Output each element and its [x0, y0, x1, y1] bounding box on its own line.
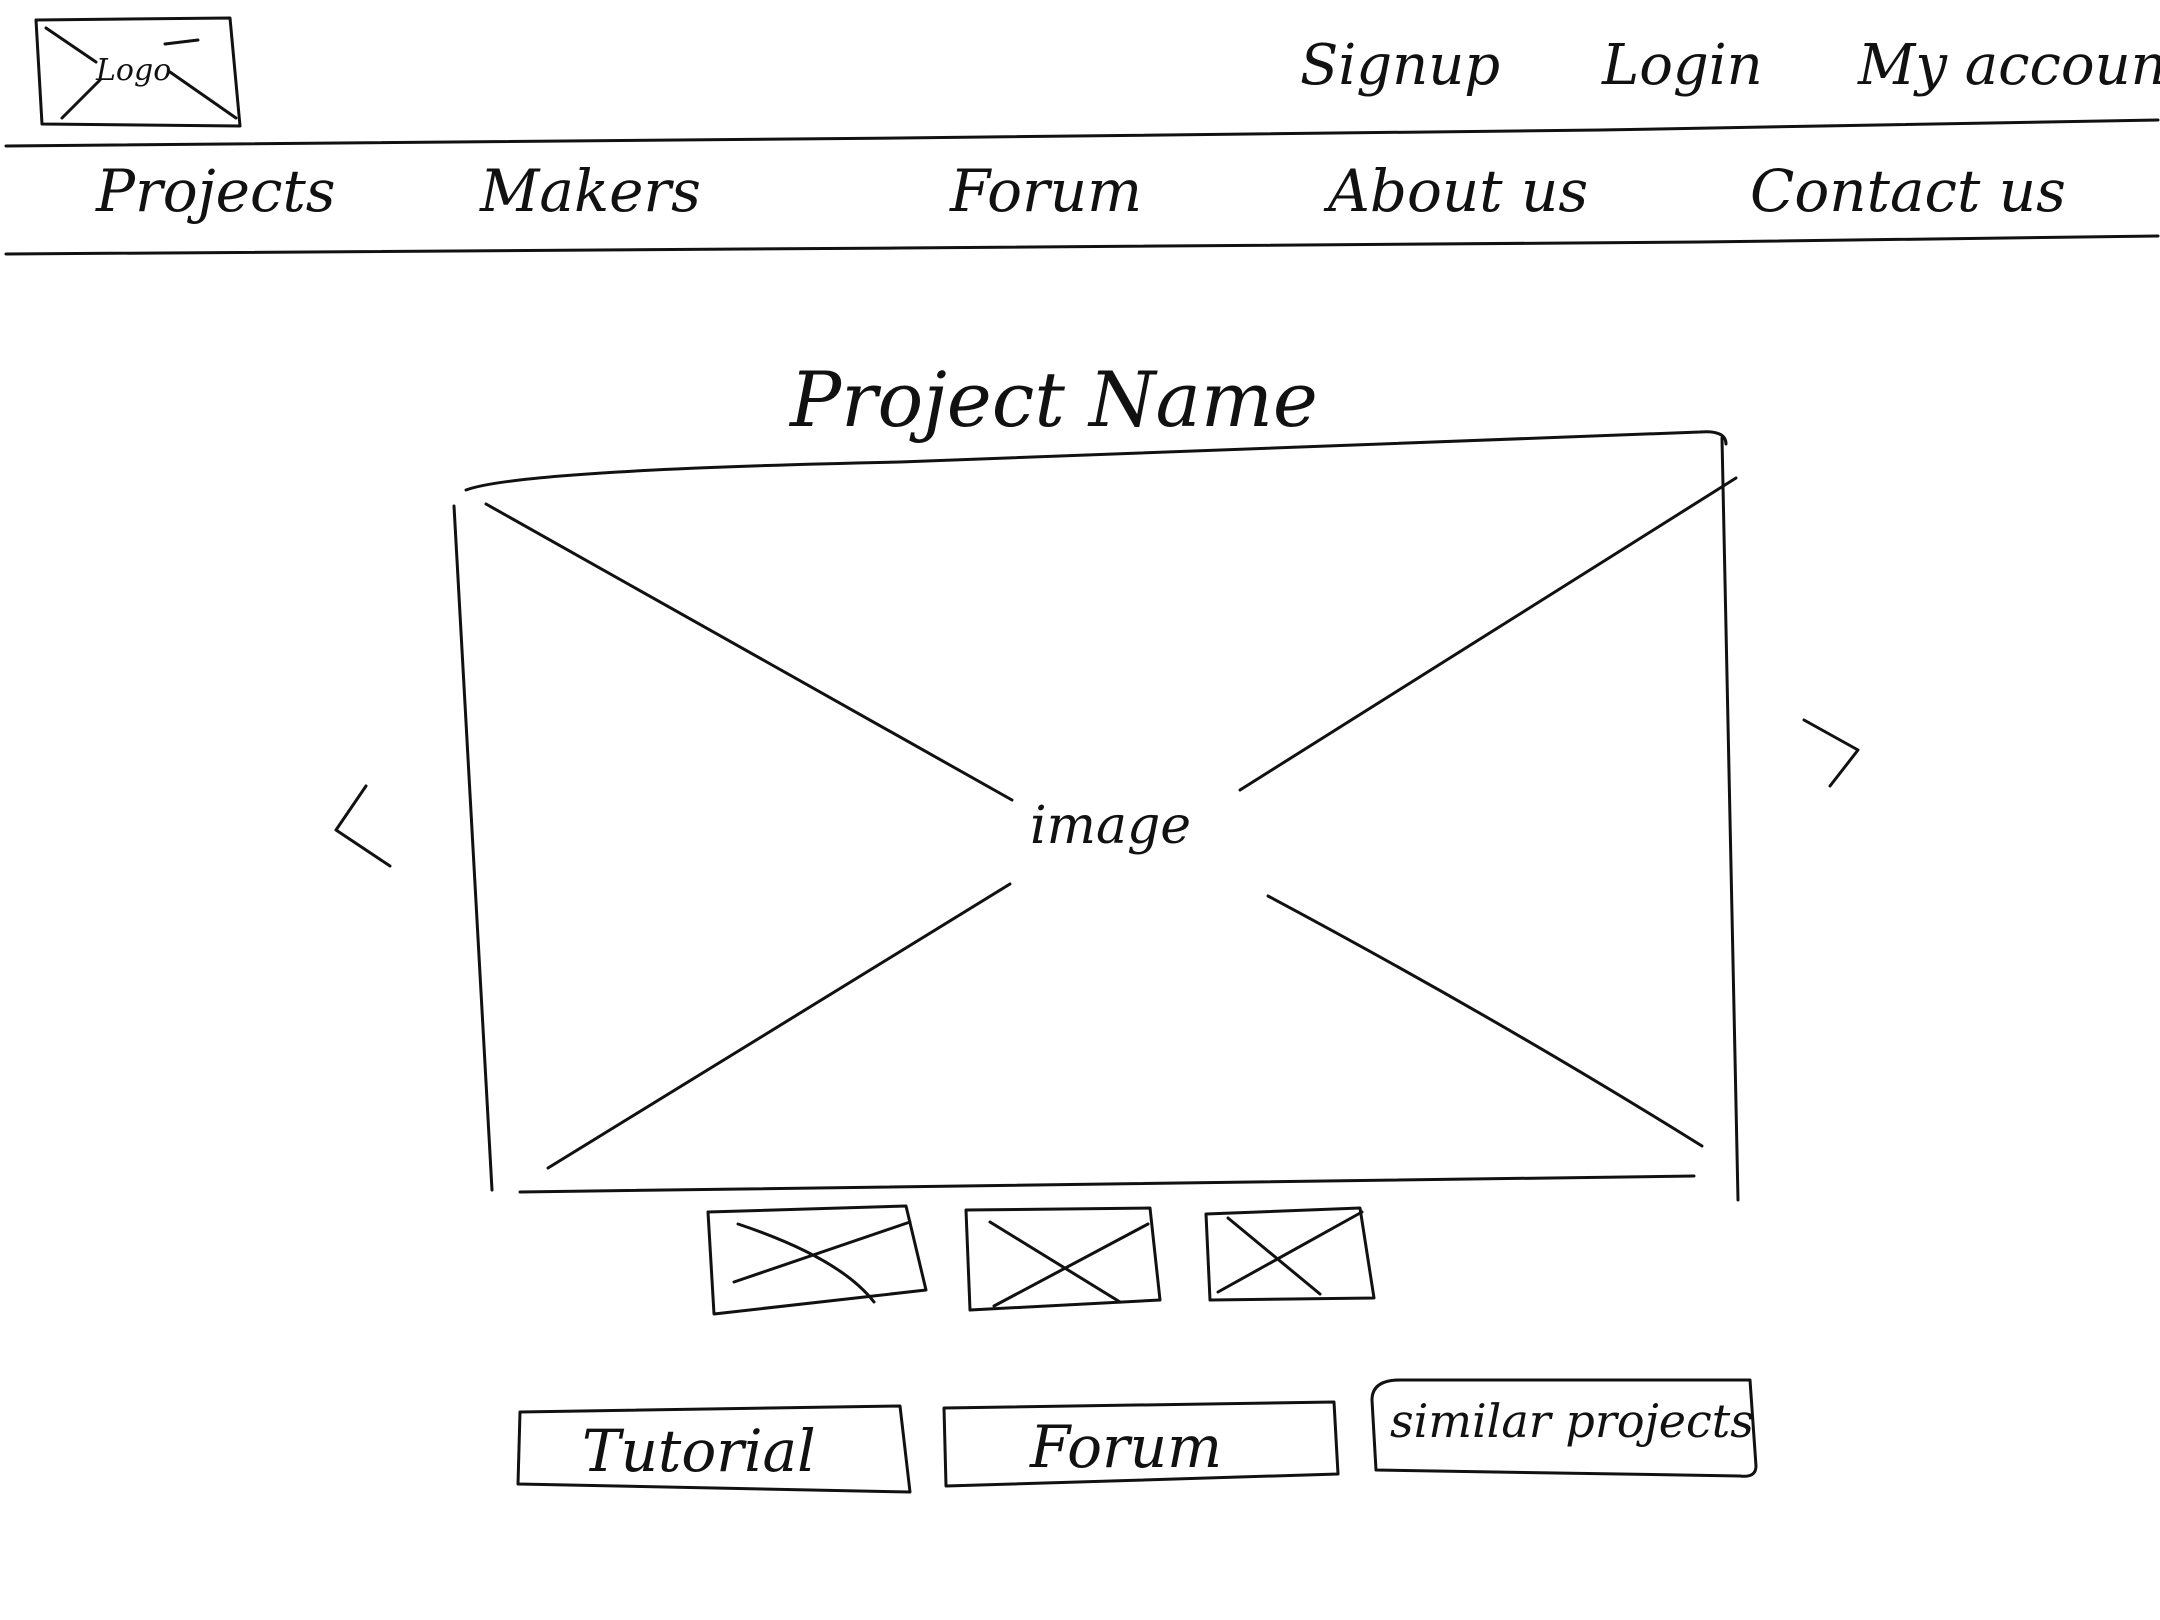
logo-label: Logo — [96, 53, 172, 88]
my-account-link[interactable]: My account — [1858, 33, 2160, 98]
header-divider — [4, 118, 2160, 148]
nav-item-contact-us[interactable]: Contact us — [1750, 157, 2066, 225]
thumbnail[interactable] — [706, 1204, 928, 1314]
login-link[interactable]: Login — [1602, 33, 1763, 98]
thumbnail[interactable] — [964, 1204, 1164, 1314]
nav-divider — [4, 234, 2160, 256]
signup-link[interactable]: Signup — [1300, 33, 1501, 98]
forum-button-label: Forum — [1030, 1413, 1223, 1481]
nav-item-projects[interactable]: Projects — [96, 157, 336, 225]
nav-item-forum[interactable]: Forum — [950, 157, 1143, 225]
thumbnail[interactable] — [1204, 1204, 1376, 1314]
tutorial-button-label: Tutorial — [582, 1417, 816, 1485]
nav-item-makers[interactable]: Makers — [480, 157, 701, 225]
hero-image-label: image — [1030, 796, 1192, 856]
nav-item-about-us[interactable]: About us — [1328, 157, 1589, 225]
chevron-right-icon[interactable] — [1790, 710, 1870, 810]
similar-projects-button-label: similar projects — [1390, 1394, 1754, 1448]
chevron-left-icon[interactable] — [320, 770, 400, 880]
page-title: Project Name — [790, 355, 1318, 444]
